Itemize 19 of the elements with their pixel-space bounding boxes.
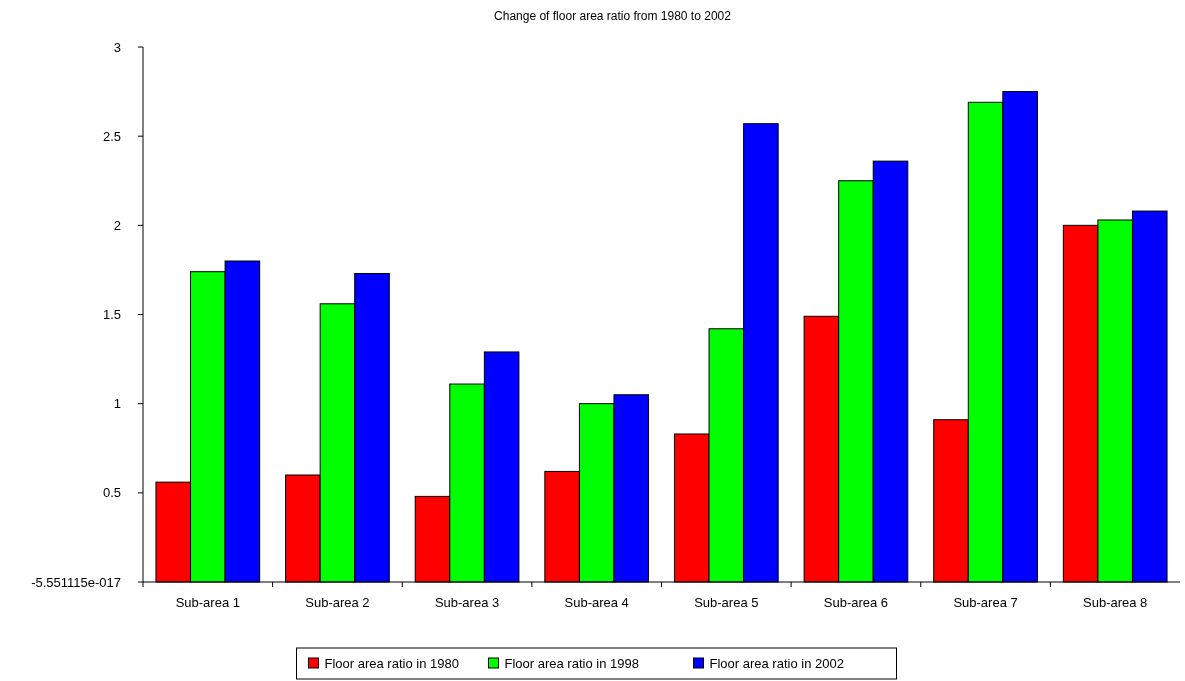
y-tick-label: 3 [113,39,121,55]
chart-title: Change of floor area ratio from 1980 to 2002 [494,9,732,23]
y-tick-label: 1 [113,396,121,412]
x-tick-label: Sub-area 3 [434,595,500,610]
legend-label: Floor area ratio in 1998 [504,655,639,671]
x-tick-label: Sub-area 8 [1083,595,1148,610]
x-tick-label: Sub-area 7 [953,595,1018,610]
x-tick-label: Sub-area 1 [175,595,240,610]
x-tick-label: Sub-area 4 [564,595,629,610]
y-tick-label: 2.5 [102,128,121,144]
y-tick-label: 0.5 [102,485,121,501]
legend-label: Floor area ratio in 1980 [324,655,459,671]
y-tick-label: 2 [113,217,121,233]
legend-label: Floor area ratio in 2002 [709,655,844,671]
x-tick-label: Sub-area 6 [823,595,889,610]
x-tick-label: Sub-area 2 [305,595,370,610]
x-tick-label: Sub-area 5 [694,595,759,610]
y-tick-label: -5.551115e-017 [31,574,121,590]
y-tick-label: 1.5 [102,307,121,323]
